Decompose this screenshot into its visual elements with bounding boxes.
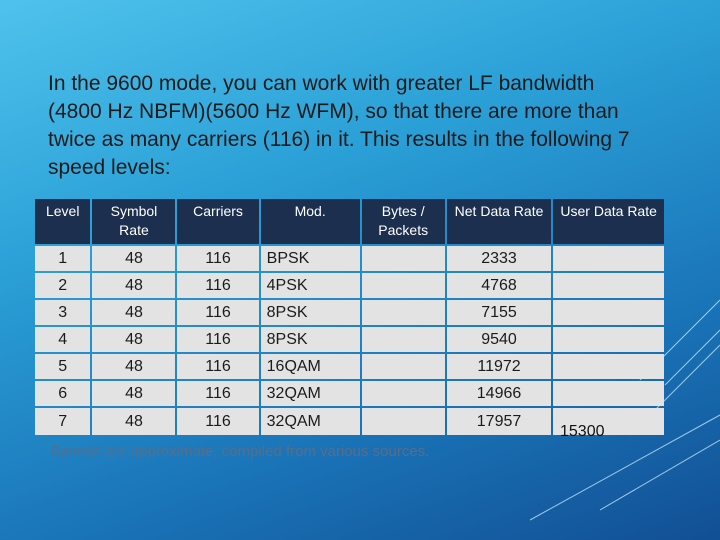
cell-carriers: 116: [177, 354, 259, 379]
cell-mod: 8PSK: [260, 327, 360, 352]
cell-mod: BPSK: [260, 246, 360, 271]
table-row: 7 48 116 32QAM 17957: [35, 408, 664, 435]
cell-mod: 32QAM: [260, 408, 360, 435]
cell-level: 4: [35, 327, 91, 352]
header-carriers: Carriers: [177, 199, 259, 244]
cell-mod: 16QAM: [260, 354, 360, 379]
cell-bytes-packets: [361, 273, 445, 298]
cell-user-data-rate: [553, 300, 664, 325]
header-mod: Mod.: [260, 199, 360, 244]
cell-user-data-rate: [553, 273, 664, 298]
cell-user-data-rate: [553, 327, 664, 352]
cell-mod: 32QAM: [260, 381, 360, 406]
intro-text: In the 9600 mode, you can work with grea…: [48, 72, 630, 179]
cell-symbol-rate: 48: [92, 408, 176, 435]
cell-mod: 4PSK: [260, 273, 360, 298]
cell-user-data-rate: [553, 354, 664, 379]
cell-net-data-rate: 2333: [446, 246, 552, 271]
cell-bytes-packets: [361, 408, 445, 435]
cell-user-data-rate: [553, 381, 664, 406]
cell-net-data-rate: 17957: [446, 408, 552, 435]
cell-level: 2: [35, 273, 91, 298]
cell-symbol-rate: 48: [92, 354, 176, 379]
cell-net-data-rate: 7155: [446, 300, 552, 325]
cell-symbol-rate: 48: [92, 381, 176, 406]
table-row: 1 48 116 BPSK 2333: [35, 246, 664, 271]
header-bytes-packets: Bytes / Packets: [361, 199, 445, 244]
cell-net-data-rate: 9540: [446, 327, 552, 352]
cell-net-data-rate: 4768: [446, 273, 552, 298]
cell-symbol-rate: 48: [92, 327, 176, 352]
cell-carriers: 116: [177, 408, 259, 435]
cell-bytes-packets: [361, 327, 445, 352]
cell-bytes-packets: [361, 381, 445, 406]
cell-user-data-rate: [553, 408, 664, 435]
user-data-rate-value: 15300: [560, 423, 605, 440]
cell-carriers: 116: [177, 327, 259, 352]
cell-bytes-packets: [361, 300, 445, 325]
cell-symbol-rate: 48: [92, 246, 176, 271]
cell-carriers: 116: [177, 273, 259, 298]
cell-carriers: 116: [177, 300, 259, 325]
cell-level: 7: [35, 408, 91, 435]
cell-symbol-rate: 48: [92, 273, 176, 298]
cell-carriers: 116: [177, 381, 259, 406]
table-row: 4 48 116 8PSK 9540: [35, 327, 664, 352]
cell-symbol-rate: 48: [92, 300, 176, 325]
cell-level: 1: [35, 246, 91, 271]
header-level: Level: [35, 199, 91, 244]
table-row: 2 48 116 4PSK 4768: [35, 273, 664, 298]
header-user-data-rate: User Data Rate: [553, 199, 664, 244]
cell-level: 6: [35, 381, 91, 406]
cell-level: 3: [35, 300, 91, 325]
cell-bytes-packets: [361, 246, 445, 271]
table-row: 6 48 116 32QAM 14966: [35, 381, 664, 406]
cell-mod: 8PSK: [260, 300, 360, 325]
table-row: 3 48 116 8PSK 7155: [35, 300, 664, 325]
cell-level: 5: [35, 354, 91, 379]
speed-levels-table: Level Symbol Rate Carriers Mod. Bytes / …: [33, 197, 666, 437]
table-row: 5 48 116 16QAM 11972: [35, 354, 664, 379]
header-symbol-rate: Symbol Rate: [92, 199, 176, 244]
cell-net-data-rate: 11972: [446, 354, 552, 379]
header-net-data-rate: Net Data Rate: [446, 199, 552, 244]
footnote: Speeds are approximate, compiled from va…: [50, 443, 430, 460]
cell-net-data-rate: 14966: [446, 381, 552, 406]
cell-bytes-packets: [361, 354, 445, 379]
table-header-row: Level Symbol Rate Carriers Mod. Bytes / …: [35, 199, 664, 244]
cell-carriers: 116: [177, 246, 259, 271]
cell-user-data-rate: [553, 246, 664, 271]
